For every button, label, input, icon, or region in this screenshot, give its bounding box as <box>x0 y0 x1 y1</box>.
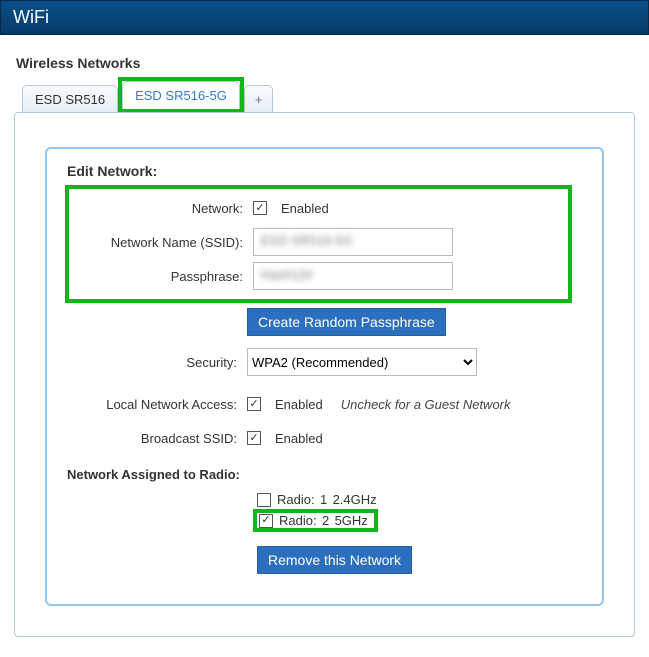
label-security: Security: <box>67 355 247 370</box>
security-select[interactable]: WPA2 (Recommended) <box>247 348 477 376</box>
checkbox-network-enabled[interactable]: ✓ <box>253 201 267 215</box>
content-area: Wireless Networks ESD SR516 ESD SR516-5G… <box>0 35 649 657</box>
label-radio-num-1: 1 <box>315 492 333 507</box>
label-lan: Local Network Access: <box>67 397 247 412</box>
radio-row-1: Radio: 1 2.4GHz <box>257 492 572 507</box>
remove-network-button[interactable]: Remove this Network <box>257 546 412 574</box>
highlight-network-fields: Network: ✓ Enabled Network Name (SSID): … <box>65 185 572 303</box>
checkbox-radio-1[interactable] <box>257 493 271 507</box>
label-enabled: Enabled <box>281 201 329 216</box>
row-passphrase: Passphrase: Hash12# <box>73 261 562 291</box>
add-network-tab[interactable]: + <box>244 85 274 113</box>
checkbox-lan-enabled[interactable]: ✓ <box>247 397 261 411</box>
highlight-radio-2: ✓ Radio: 2 5GHz <box>253 509 378 532</box>
label-radio-prefix-2: Radio: <box>279 513 317 528</box>
tab-panel: Edit Network: Network: ✓ Enabled Network… <box>14 112 635 637</box>
wireless-networks-heading: Wireless Networks <box>16 55 635 71</box>
label-broadcast-enabled: Enabled <box>275 431 323 446</box>
hint-guest-network: Uncheck for a Guest Network <box>341 397 511 412</box>
row-remove-network: Remove this Network <box>257 546 572 574</box>
tab-label: ESD SR516-5G <box>135 88 227 103</box>
highlight-active-tab: ESD SR516-5G <box>118 77 244 113</box>
ssid-input[interactable] <box>253 228 453 256</box>
plus-icon: + <box>255 92 263 107</box>
row-security: Security: WPA2 (Recommended) <box>67 347 572 377</box>
label-ssid: Network Name (SSID): <box>73 235 253 250</box>
label-radio-band-1: 2.4GHz <box>333 492 377 507</box>
tab-esd-sr516-5g[interactable]: ESD SR516-5G <box>122 81 240 109</box>
row-local-network-access: Local Network Access: ✓ Enabled Uncheck … <box>67 389 572 419</box>
edit-network-heading: Edit Network: <box>67 163 572 179</box>
label-passphrase: Passphrase: <box>73 269 253 284</box>
radio-row-2: ✓ Radio: 2 5GHz <box>253 509 572 532</box>
create-random-passphrase-button[interactable]: Create Random Passphrase <box>247 308 446 336</box>
page-title-bar: WiFi <box>0 0 649 35</box>
passphrase-input[interactable] <box>253 262 453 290</box>
label-broadcast: Broadcast SSID: <box>67 431 247 446</box>
checkbox-broadcast-enabled[interactable]: ✓ <box>247 431 261 445</box>
row-random-passphrase: Create Random Passphrase <box>67 307 572 337</box>
radio-heading: Network Assigned to Radio: <box>67 467 572 482</box>
network-tabs: ESD SR516 ESD SR516-5G + <box>22 77 635 113</box>
row-broadcast-ssid: Broadcast SSID: ✓ Enabled <box>67 423 572 453</box>
row-network-enabled: Network: ✓ Enabled <box>73 193 562 223</box>
label-radio-prefix-1: Radio: <box>277 492 315 507</box>
checkbox-radio-2[interactable]: ✓ <box>259 514 273 528</box>
edit-network-panel: Edit Network: Network: ✓ Enabled Network… <box>45 147 604 606</box>
label-radio-num-2: 2 <box>317 513 335 528</box>
page-title: WiFi <box>13 7 49 27</box>
tab-label: ESD SR516 <box>35 92 105 107</box>
label-radio-band-2: 5GHz <box>335 513 368 528</box>
label-network: Network: <box>73 201 253 216</box>
row-ssid: Network Name (SSID): ESD SR516-5G <box>73 227 562 257</box>
tab-esd-sr516[interactable]: ESD SR516 <box>22 85 118 113</box>
label-lan-enabled: Enabled <box>275 397 323 412</box>
